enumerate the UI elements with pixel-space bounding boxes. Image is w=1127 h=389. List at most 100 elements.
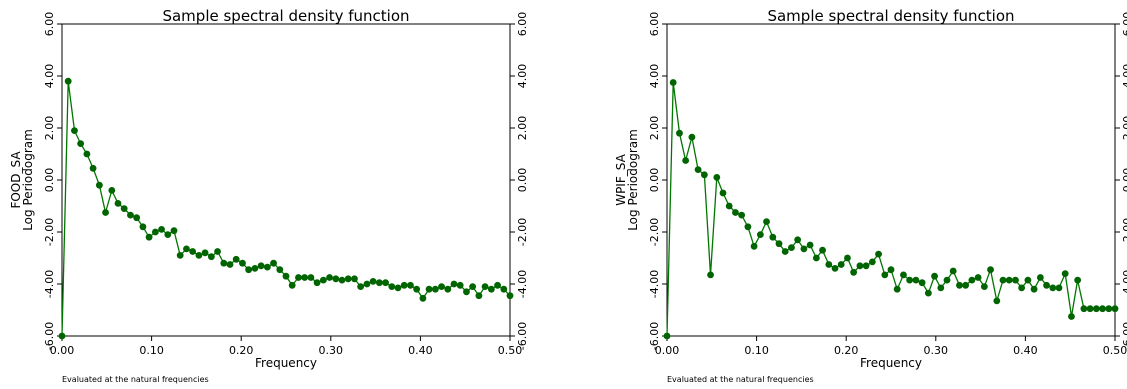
data-point — [825, 261, 833, 268]
data-point — [1099, 305, 1106, 313]
data-point — [257, 262, 265, 270]
data-point — [769, 233, 777, 241]
data-point — [239, 259, 246, 267]
data-point — [763, 218, 770, 226]
data-point — [102, 209, 109, 216]
data-point — [856, 262, 864, 270]
data-point — [887, 266, 895, 274]
data-point — [974, 274, 982, 281]
data-point — [1005, 276, 1013, 284]
chart-note: Evaluated at the natural frequencies — [667, 375, 814, 384]
data-point — [332, 275, 340, 283]
data-point — [937, 284, 945, 292]
data-point — [676, 129, 683, 137]
x-tick-label: 0.10 — [139, 344, 164, 357]
data-point — [1080, 305, 1088, 313]
data-point — [968, 276, 976, 284]
data-point — [83, 150, 91, 158]
data-point — [738, 211, 746, 219]
data-point — [133, 214, 141, 222]
data-point — [251, 265, 259, 272]
x-tick-label: 0.30 — [924, 344, 949, 357]
y-tick-label-right: 0.00 — [1121, 168, 1127, 193]
data-point — [270, 259, 277, 267]
y-axis-label: WPIF_SA — [614, 153, 628, 205]
data-point — [744, 223, 752, 231]
data-point — [788, 244, 795, 252]
x-tick-label: 0.20 — [229, 344, 254, 357]
data-point — [837, 261, 845, 268]
data-point — [207, 253, 215, 261]
y-tick-label-left: 6.00 — [648, 12, 661, 37]
data-point — [232, 255, 240, 263]
data-point — [357, 283, 365, 290]
data-point — [506, 292, 514, 300]
data-point — [407, 281, 414, 289]
data-point — [1055, 284, 1063, 292]
data-point — [183, 245, 190, 253]
data-point — [282, 272, 290, 280]
data-point — [1043, 281, 1050, 289]
data-point — [245, 266, 253, 274]
x-tick-label: 0.30 — [319, 344, 344, 357]
data-point — [1030, 285, 1038, 293]
data-point — [781, 248, 789, 255]
data-point — [1012, 276, 1019, 284]
x-tick-label: 0.50 — [498, 344, 523, 357]
data-point — [1049, 284, 1057, 292]
data-point — [425, 285, 433, 293]
data-point — [164, 231, 172, 239]
data-point — [844, 254, 851, 262]
data-point — [214, 248, 221, 255]
data-point — [1074, 276, 1082, 284]
data-point — [1018, 284, 1026, 292]
data-point — [806, 241, 814, 249]
data-point — [794, 236, 802, 244]
data-point — [319, 276, 327, 284]
x-tick-label: 0.50 — [1103, 344, 1127, 357]
x-tick-label: 0.40 — [408, 344, 433, 357]
y-tick-label-right: 0.00 — [516, 168, 529, 193]
data-point — [924, 289, 932, 297]
data-point — [906, 276, 914, 284]
y-tick-label-left: 2.00 — [43, 116, 56, 141]
data-point — [943, 276, 951, 284]
y-tick-label-left: -2.00 — [43, 218, 56, 246]
data-point — [108, 187, 116, 194]
data-point — [431, 285, 439, 293]
data-point — [1036, 274, 1044, 281]
data-point — [201, 249, 209, 257]
y-tick-label-right: 2.00 — [516, 116, 529, 141]
data-point — [713, 174, 721, 181]
data-point — [719, 189, 727, 197]
data-point — [71, 127, 78, 134]
data-point — [912, 276, 920, 284]
data-point — [463, 288, 470, 296]
data-point — [58, 332, 66, 340]
data-point — [475, 292, 483, 300]
data-point — [850, 268, 858, 276]
x-tick-label: 0.20 — [834, 344, 859, 357]
data-point — [831, 265, 839, 272]
data-point — [669, 79, 677, 86]
y-axis-label: FOOD_SA — [9, 151, 23, 209]
data-point — [450, 280, 458, 288]
data-point — [145, 233, 153, 241]
x-axis-label: Frequency — [255, 356, 317, 370]
data-point — [1105, 305, 1113, 313]
data-point — [1068, 313, 1075, 320]
data-point — [189, 248, 197, 255]
y-tick-label-right: -4.00 — [1121, 270, 1127, 298]
data-point — [338, 276, 346, 284]
chart-note: Evaluated at the natural frequencies — [62, 375, 209, 384]
data-point — [1024, 276, 1032, 284]
chart-title: Sample spectral density function — [767, 7, 1014, 25]
data-point — [900, 271, 907, 279]
y-tick-label-left: 4.00 — [648, 64, 661, 89]
y-tick-label-left: -4.00 — [648, 270, 661, 298]
y-axis-label: Log Periodogram — [626, 129, 640, 231]
data-point — [694, 166, 702, 174]
data-point — [875, 250, 882, 258]
data-point — [170, 227, 178, 235]
y-axis-label: Log Periodogram — [21, 129, 35, 231]
